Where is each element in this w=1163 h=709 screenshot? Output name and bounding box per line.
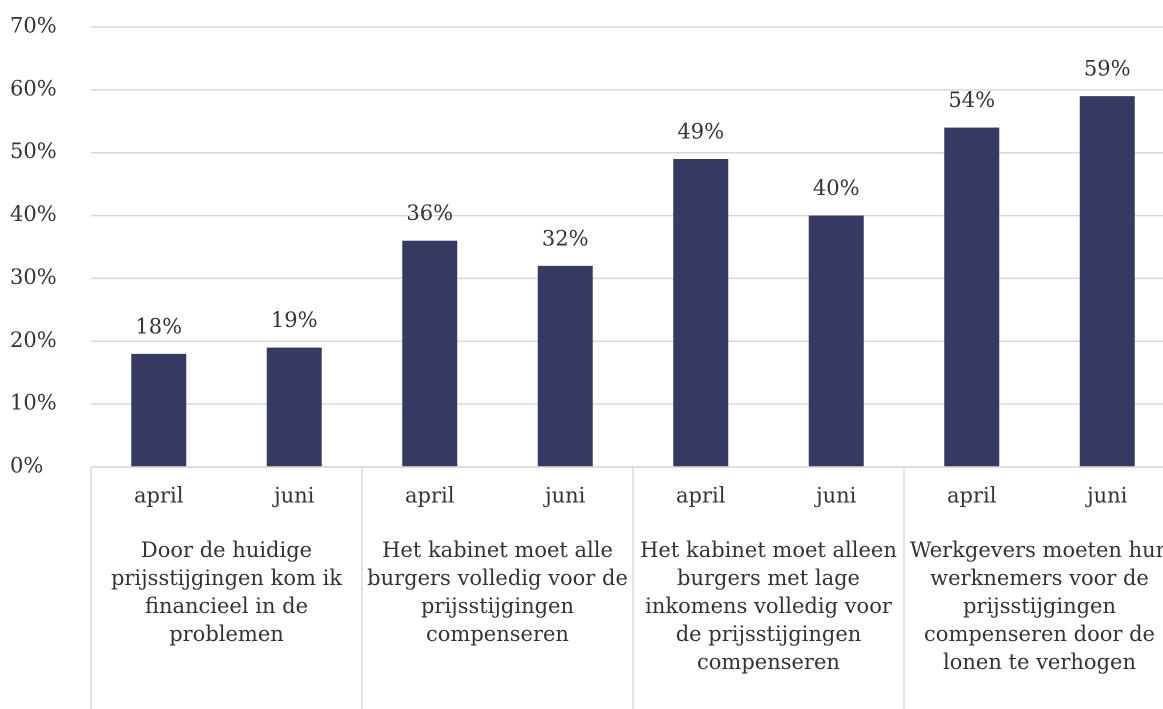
data-label: 49% bbox=[677, 120, 724, 144]
data-label: 59% bbox=[1084, 57, 1131, 81]
y-tick-label: 60% bbox=[10, 76, 57, 100]
data-label: 36% bbox=[406, 201, 453, 225]
bar bbox=[1079, 96, 1135, 468]
y-tick-label: 20% bbox=[10, 328, 57, 352]
x-tick-label: juni bbox=[813, 484, 857, 508]
x-tick-label: juni bbox=[1084, 484, 1128, 508]
y-tick-label: 40% bbox=[10, 202, 57, 226]
bar bbox=[266, 347, 322, 467]
y-tick-label: 0% bbox=[10, 454, 43, 478]
bar bbox=[131, 353, 187, 467]
y-tick-label: 70% bbox=[10, 14, 57, 38]
x-tick-label: april bbox=[947, 484, 997, 508]
group-label: Door de huidige prijsstijgingen kom ik f… bbox=[110, 538, 343, 646]
data-label: 18% bbox=[135, 314, 182, 338]
data-label: 32% bbox=[542, 226, 589, 250]
bar bbox=[808, 215, 864, 467]
data-label: 54% bbox=[948, 88, 995, 112]
x-tick-label: juni bbox=[542, 484, 586, 508]
group-label: Het kabinet moet alleen burgers met lage… bbox=[640, 538, 897, 674]
y-tick-label: 30% bbox=[10, 265, 57, 289]
y-tick-label: 10% bbox=[10, 391, 57, 415]
bar bbox=[402, 240, 458, 467]
x-tick-label: juni bbox=[271, 484, 315, 508]
data-label: 40% bbox=[813, 176, 860, 200]
y-tick-label: 50% bbox=[10, 139, 57, 163]
x-tick-label: april bbox=[134, 484, 184, 508]
bar bbox=[673, 159, 729, 467]
data-label: 19% bbox=[271, 308, 318, 332]
x-tick-label: april bbox=[405, 484, 455, 508]
group-label: Werkgevers moeten hun werknemers voor de… bbox=[909, 538, 1163, 674]
x-tick-label: april bbox=[676, 484, 726, 508]
bar bbox=[944, 127, 1000, 468]
bar bbox=[537, 265, 593, 467]
group-label: Het kabinet moet alle burgers volledig v… bbox=[367, 538, 628, 646]
